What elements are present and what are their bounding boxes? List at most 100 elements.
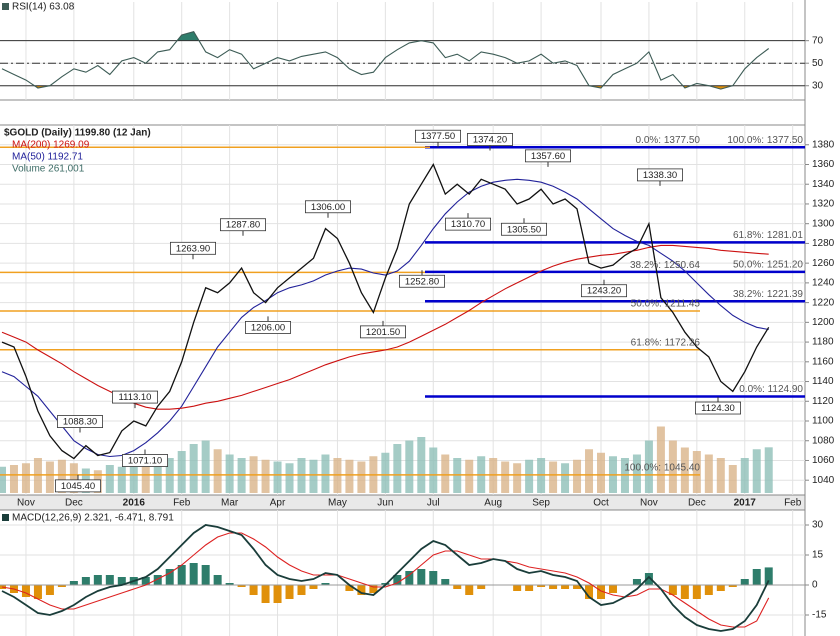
histogram-bar	[273, 585, 282, 603]
x-tick-label: Jul	[427, 498, 440, 509]
rsi-overbought-fill	[2, 31, 769, 41]
price-title: $GOLD (Daily) 1199.80 (12 Jan)	[4, 128, 151, 139]
x-tick-label: Dec	[65, 498, 83, 509]
rsi-line	[1, 31, 770, 90]
fib-label: 0.0%: 1377.50	[636, 135, 701, 146]
volume-bar	[417, 437, 426, 493]
volume-bar	[405, 440, 414, 493]
x-tick-label: Nov	[640, 498, 658, 509]
x-tick-label: Feb	[173, 498, 191, 509]
legend-ma50: MA(50) 1192.71	[12, 152, 83, 163]
histogram-bar	[321, 583, 330, 585]
histogram-bar	[141, 577, 150, 585]
volume-bar	[632, 454, 641, 493]
y-tick-label: 1080	[812, 435, 835, 446]
annotation-box	[112, 390, 159, 404]
annotation-label: 1263.90	[176, 243, 210, 254]
annotation-box	[169, 241, 216, 255]
histogram-bar	[105, 575, 114, 585]
annotation-box	[525, 149, 572, 163]
annotation-box	[304, 200, 351, 214]
x-tick-label: 2016	[123, 498, 146, 509]
y-tick-label: 15	[812, 550, 824, 561]
annotation-label: 1374.20	[473, 134, 507, 145]
volume-bar	[381, 452, 390, 493]
annotation-box	[244, 321, 291, 334]
histogram-bar	[477, 585, 486, 589]
histogram-bar	[632, 579, 641, 585]
fib-label: 38.2%: 1221.39	[733, 289, 803, 300]
y-tick-label: 1300	[812, 218, 835, 229]
y-tick-label: 1160	[812, 356, 834, 367]
histogram-bar	[537, 585, 546, 587]
histogram-bar	[429, 571, 438, 585]
histogram-bar	[441, 579, 450, 585]
y-tick-label: 0	[812, 580, 818, 591]
volume-bar	[189, 444, 198, 493]
series-line	[1, 524, 770, 632]
fib-label: 100.0%: 1045.40	[624, 463, 700, 474]
label-layer: RSI(14) 63.08 $GOLD (Daily) 1199.80 (12 …	[2, 2, 174, 524]
histogram-bar	[668, 585, 677, 595]
panel	[0, 2, 805, 100]
fib-label: 50.0%: 1211.45	[631, 299, 701, 310]
fib-label: 0.0%: 1124.90	[739, 384, 803, 395]
histogram-bar	[249, 585, 258, 595]
histogram-bar	[393, 575, 402, 585]
annotation-label: 1088.30	[63, 417, 97, 428]
y-tick-label: 30	[812, 80, 824, 91]
y-tick-label: 50	[812, 58, 824, 69]
volume-bar	[261, 459, 270, 493]
volume-bar	[644, 440, 653, 493]
volume-bar	[704, 454, 713, 493]
y-tick-label: 1140	[812, 376, 834, 387]
annotation-label: 1338.30	[643, 170, 677, 181]
x-tick-label: Mar	[221, 498, 239, 509]
annotation-label: 1305.50	[507, 224, 541, 235]
histogram-bar	[165, 569, 174, 585]
volume-bar	[273, 461, 282, 493]
y-tick-label: 1120	[812, 396, 834, 407]
annotation-box	[219, 218, 266, 232]
macd-title: MACD(12,26,9) 2.321, -6.471, 8.791	[12, 513, 174, 524]
volume-bar	[177, 451, 186, 493]
volume-bar	[525, 459, 534, 493]
panel-gap	[0, 100, 805, 125]
histogram-bar	[45, 585, 54, 595]
legend-volume: Volume 261,001	[12, 164, 85, 175]
histogram-bar	[453, 585, 462, 589]
panel	[0, 510, 805, 636]
y-tick-label: 1260	[812, 258, 835, 269]
histogram-bar	[201, 565, 210, 585]
histogram-bar	[644, 573, 653, 585]
fib-label: 61.8%: 1281.01	[733, 230, 803, 241]
annotation-label: 1306.00	[311, 202, 345, 213]
volume-bar	[668, 440, 677, 493]
volume-bar	[656, 426, 665, 493]
y-tick-label: 1040	[812, 475, 835, 486]
annotation-label: 1071.10	[128, 456, 162, 467]
histogram-bar	[740, 579, 749, 585]
panel	[0, 125, 805, 495]
x-tick-label: Sep	[532, 498, 550, 509]
volume-bar	[45, 461, 54, 493]
volume-bar	[549, 461, 558, 493]
x-tick-label: Aug	[484, 498, 502, 509]
legend-swatch	[2, 3, 9, 10]
y-tick-label: 1280	[812, 238, 835, 249]
volume-bar	[345, 459, 354, 493]
volume-bar	[728, 465, 737, 493]
volume-bar	[9, 465, 18, 493]
series-line	[1, 178, 769, 458]
histogram-bar	[345, 585, 354, 591]
annotation-box	[444, 217, 491, 231]
histogram-bar	[237, 585, 246, 587]
histogram-bar	[513, 585, 522, 591]
volume-bar	[213, 449, 222, 493]
fib-label: 61.8%: 1172.26	[631, 337, 701, 348]
histogram-bar	[585, 585, 594, 599]
annotation-box	[398, 274, 445, 288]
legend-swatch	[2, 514, 9, 521]
